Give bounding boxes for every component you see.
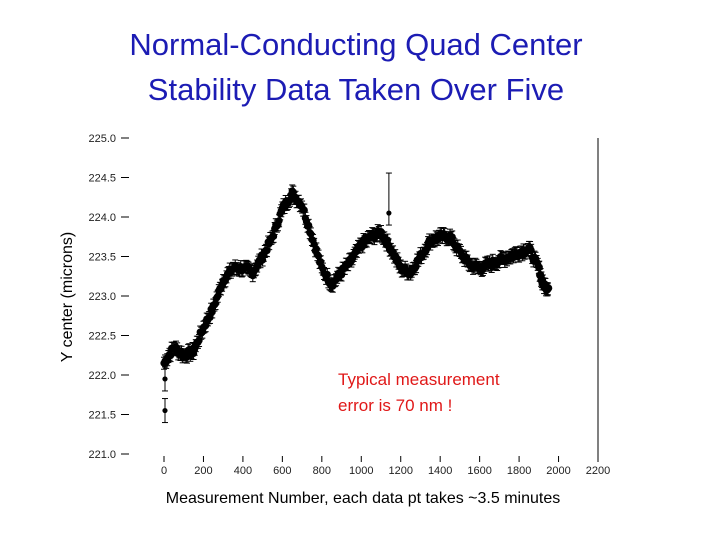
x-tick-label: 1400 (428, 465, 452, 477)
data-point (545, 284, 553, 292)
data-points (160, 172, 553, 424)
x-tick-label: 800 (313, 465, 331, 477)
x-tick-label: 200 (194, 465, 212, 477)
y-tick-label: 225.0 (88, 133, 116, 145)
y-tick-label: 222.5 (88, 331, 116, 343)
y-tick-label: 222.0 (88, 370, 116, 382)
x-tick-label: 1200 (388, 465, 412, 477)
x-tick-label: 0 (161, 465, 167, 477)
x-tick-label: 1000 (349, 465, 373, 477)
y-tick-label: 221.5 (88, 410, 116, 422)
annotation-line-2: error is 70 nm ! (338, 396, 452, 415)
y-tick-label: 223.0 (88, 291, 116, 303)
slide-title-line-1: Normal-Conducting Quad Center (129, 27, 583, 62)
outlier-point (162, 376, 168, 382)
x-tick-label: 1600 (467, 465, 491, 477)
y-axis-label: Y center (microns) (59, 232, 76, 362)
x-axis-label: Measurement Number, each data pt takes ~… (166, 490, 560, 507)
outlier-point (386, 210, 392, 216)
y-axis-ticks: 221.0 221.5 222.0 222.5 223.0 223.5 224.0 224.5… (88, 133, 129, 461)
outlier-point (162, 407, 168, 414)
y-tick-label: 224.5 (88, 173, 116, 185)
slide-title: Normal-Conducting Quad Center Stability … (0, 22, 712, 112)
y-tick-label: 224.0 (88, 212, 116, 224)
x-axis-ticks: 0 200 400 600 800 1000 1200 1400 1600 1800 2000 220… (161, 456, 610, 477)
data-point (269, 232, 278, 240)
x-tick-label: 2200 (586, 465, 610, 477)
slide-title-line-2: Stability Data Taken Over Five (147, 72, 565, 107)
x-tick-label: 600 (273, 465, 291, 477)
data-point (527, 246, 535, 254)
y-tick-label: 221.0 (88, 449, 116, 461)
x-tick-label: 1800 (507, 465, 531, 477)
data-point (323, 270, 331, 279)
x-tick-label: 2000 (546, 465, 570, 477)
x-tick-label: 400 (234, 465, 252, 477)
annotation-line-1: Typical measurement (338, 370, 500, 389)
y-tick-label: 223.5 (88, 252, 116, 264)
data-point (275, 217, 283, 225)
